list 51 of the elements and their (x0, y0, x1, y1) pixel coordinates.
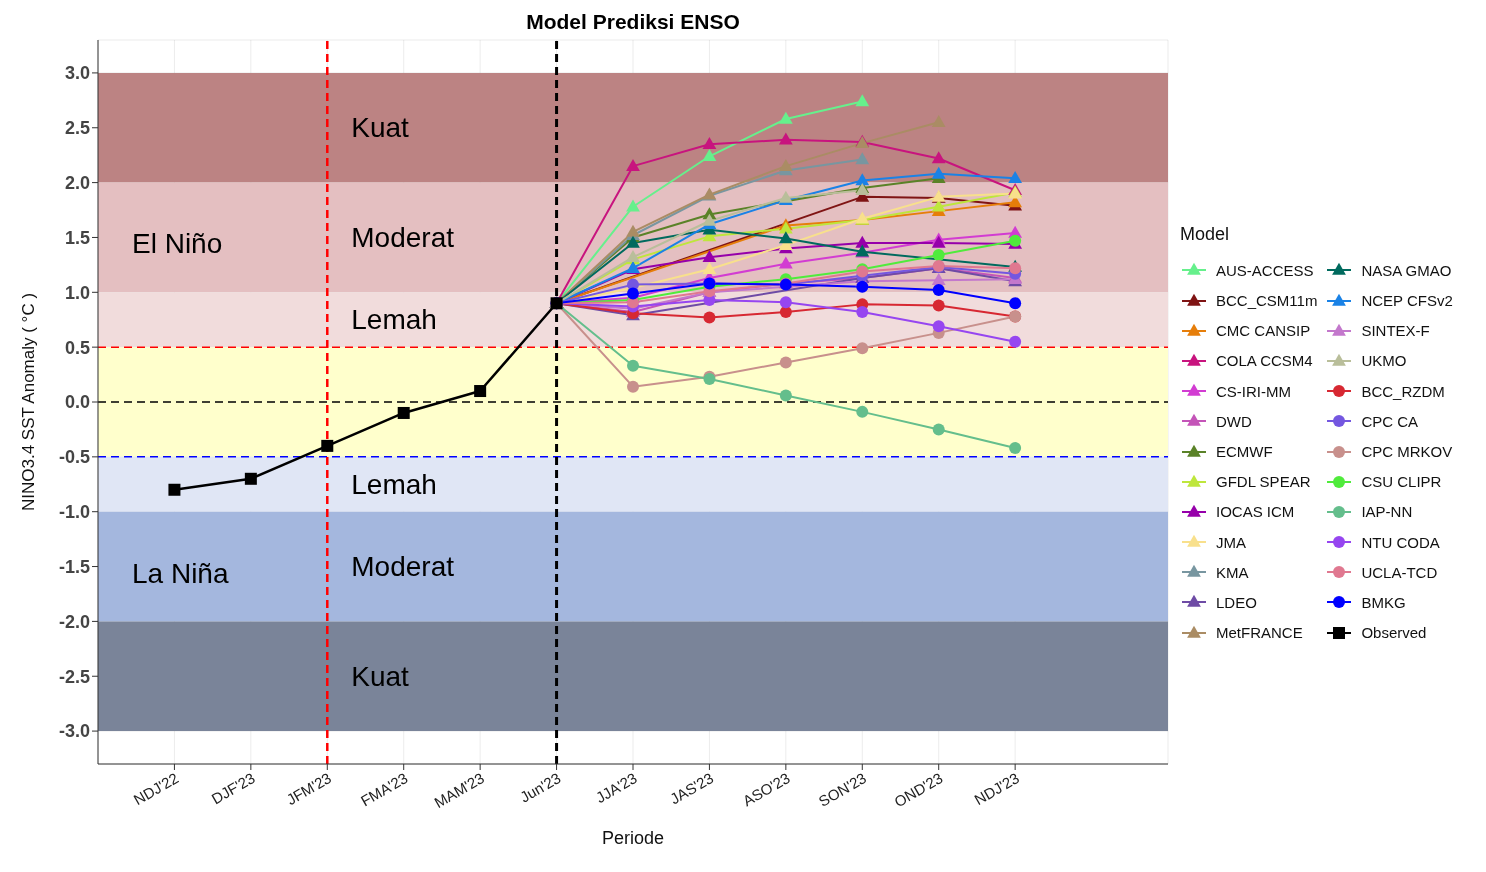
y-tick-label: 2.5 (64, 118, 90, 139)
y-tick-label: -1.0 (58, 502, 90, 523)
y-axis-title: NINO3.4 SST Anomaly ( °C ) (19, 292, 39, 512)
band-label: Moderat (351, 221, 455, 253)
legend-label: GFDL SPEAR (1216, 473, 1311, 491)
y-tick-label: 2.0 (64, 173, 90, 193)
y-tick-label: 0.5 (64, 337, 90, 358)
band-label: Kuat (351, 112, 410, 144)
legend-label: ECMWF (1216, 443, 1273, 460)
legend-label: UKMO (1361, 352, 1407, 370)
legend-label: BCC_RZDM (1361, 382, 1445, 400)
y-tick-label: 0.0 (64, 392, 90, 413)
legend-label: UCLA-TCD (1361, 563, 1438, 581)
y-tick-label: 1.0 (64, 282, 90, 303)
band-label: Moderat (351, 551, 455, 583)
y-tick-label: -2.5 (58, 666, 90, 687)
legend-label: COLA CCSM4 (1216, 352, 1313, 370)
legend-label: CS-IRI-MM (1216, 382, 1291, 400)
legend-label: Observed (1361, 624, 1427, 642)
y-tick-label: -0.5 (58, 447, 90, 468)
legend-label: BCC_CSM11m (1216, 292, 1318, 310)
legend-label: BMKG (1361, 593, 1406, 611)
legend-label: MetFRANCE (1216, 624, 1303, 642)
annotation: El Niño (132, 228, 223, 260)
legend-label: NCEP CFSv2 (1361, 292, 1453, 310)
legend-label: CPC MRKOV (1361, 443, 1453, 460)
legend-title: Model (1180, 224, 1231, 246)
legend-label: KMA (1216, 563, 1249, 581)
band-label: Lemah (351, 468, 437, 500)
x-axis-title: Periode (601, 828, 665, 848)
y-tick-label: -2.0 (58, 611, 90, 632)
annotation: La Niña (132, 558, 229, 590)
legend-label: AUS-ACCESS (1216, 261, 1314, 279)
legend-label: CMC CANSIP (1216, 322, 1311, 340)
legend-label: NASA GMAO (1361, 261, 1452, 279)
legend-label: JMA (1216, 533, 1246, 551)
legend-label: IAP-NN (1361, 503, 1413, 521)
y-tick-label: -3.0 (58, 721, 90, 742)
y-tick-label: 1.5 (64, 227, 90, 248)
legend-label: LDEO (1216, 593, 1257, 611)
band-label: Lemah (351, 304, 437, 336)
chart-title: Model Prediksi ENSO (525, 10, 741, 34)
y-tick-label: -1.5 (58, 556, 90, 577)
legend-label: CPC CA (1361, 412, 1419, 430)
legend-label: NTU CODA (1361, 533, 1440, 551)
band-label: Kuat (351, 660, 410, 692)
legend-label: DWD (1216, 412, 1252, 430)
legend-label: SINTEX-F (1361, 322, 1430, 340)
legend-label: CSU CLIPR (1361, 473, 1442, 491)
legend-label: IOCAS ICM (1216, 503, 1295, 521)
y-tick-label: 3.0 (64, 63, 90, 84)
